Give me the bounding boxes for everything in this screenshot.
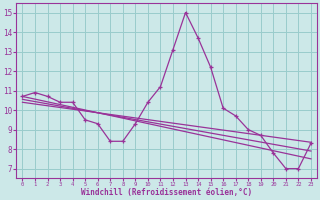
- X-axis label: Windchill (Refroidissement éolien,°C): Windchill (Refroidissement éolien,°C): [81, 188, 252, 197]
